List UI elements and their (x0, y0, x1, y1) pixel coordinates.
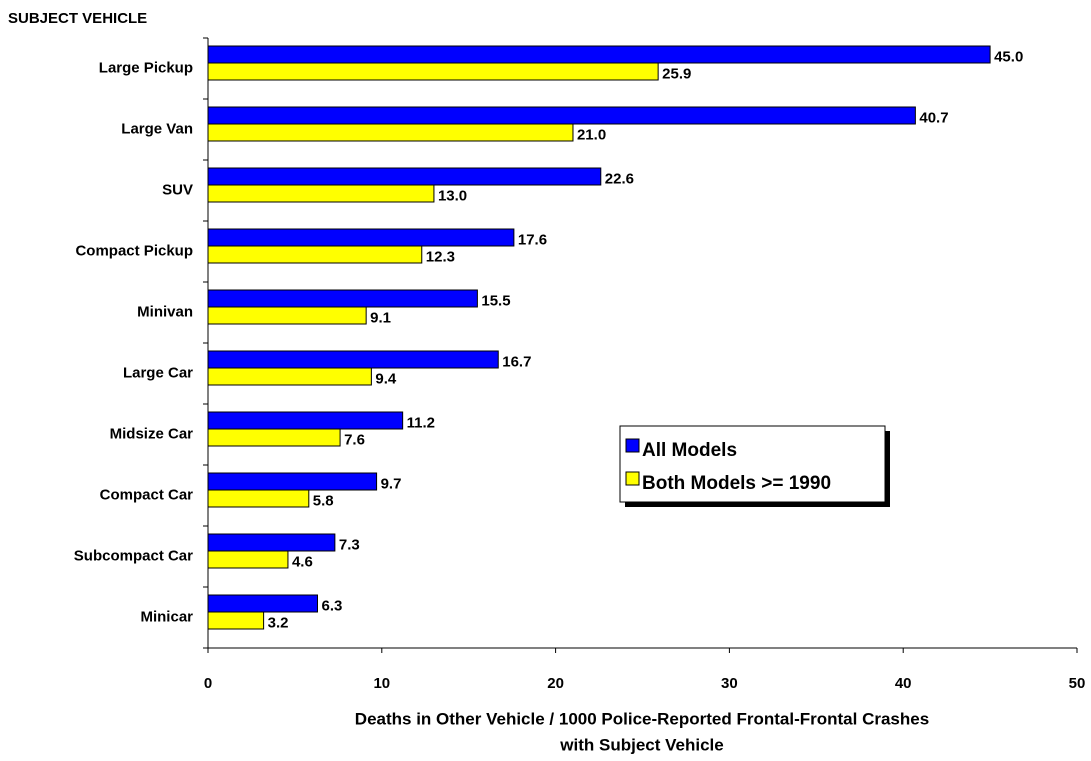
value-label: 22.6 (605, 170, 634, 187)
bar (207, 594, 318, 613)
bar (207, 106, 916, 125)
value-label: 21.0 (577, 126, 606, 143)
value-label: 9.7 (381, 475, 402, 492)
value-label: 25.9 (662, 65, 691, 82)
value-label: 16.7 (502, 353, 531, 370)
bar (207, 367, 372, 386)
value-label: 17.6 (518, 231, 547, 248)
y-tick-label: Compact Car (100, 486, 194, 503)
value-label: 3.2 (268, 614, 289, 631)
y-axis-title: SUBJECT VEHICLE (8, 10, 147, 27)
value-label: 7.3 (339, 536, 360, 553)
y-tick-label: Subcompact Car (74, 547, 193, 564)
bar (207, 228, 515, 247)
x-tick-label: 40 (895, 675, 912, 692)
value-label: 13.0 (438, 187, 467, 204)
bar (207, 167, 602, 186)
legend-label: All Models (642, 440, 737, 461)
value-label: 5.8 (313, 492, 334, 509)
value-label: 40.7 (919, 109, 948, 126)
bar (207, 306, 367, 325)
x-tick-label: 30 (721, 675, 738, 692)
x-axis-title: Deaths in Other Vehicle / 1000 Police-Re… (355, 709, 929, 728)
y-tick-label: Large Pickup (99, 59, 193, 76)
bar (207, 184, 435, 203)
bar (207, 550, 289, 569)
value-label: 15.5 (481, 292, 510, 309)
y-tick-label: SUV (162, 181, 193, 198)
y-tick-label: Compact Pickup (75, 242, 193, 259)
value-label: 9.1 (370, 309, 391, 326)
bar (207, 472, 378, 491)
x-tick-label: 50 (1069, 675, 1086, 692)
y-tick-label: Large Car (123, 364, 193, 381)
bar (207, 45, 991, 64)
bar (207, 533, 336, 552)
bar (207, 428, 341, 447)
value-label: 7.6 (344, 431, 365, 448)
value-label: 12.3 (426, 248, 455, 265)
x-tick-label: 0 (204, 675, 212, 692)
legend-label: Both Models >= 1990 (642, 473, 831, 494)
bar (207, 289, 478, 308)
x-axis-title: with Subject Vehicle (559, 735, 723, 754)
y-tick-label: Minivan (137, 303, 193, 320)
bar (207, 123, 574, 142)
bar (207, 62, 659, 81)
x-tick-label: 10 (373, 675, 390, 692)
value-label: 11.2 (407, 414, 435, 431)
bar (207, 245, 423, 264)
bar (207, 411, 404, 430)
y-tick-label: Midsize Car (110, 425, 194, 442)
y-tick-label: Minicar (140, 608, 193, 625)
bar (207, 611, 265, 630)
value-label: 45.0 (994, 48, 1023, 65)
legend (619, 425, 886, 503)
bar (207, 489, 310, 508)
y-tick-label: Large Van (121, 120, 193, 137)
legend-swatch (625, 438, 640, 453)
legend-swatch (625, 471, 640, 486)
value-label: 6.3 (321, 597, 342, 614)
value-label: 9.4 (375, 370, 397, 387)
bar (207, 350, 499, 369)
x-tick-label: 20 (547, 675, 564, 692)
value-label: 4.6 (292, 553, 313, 570)
